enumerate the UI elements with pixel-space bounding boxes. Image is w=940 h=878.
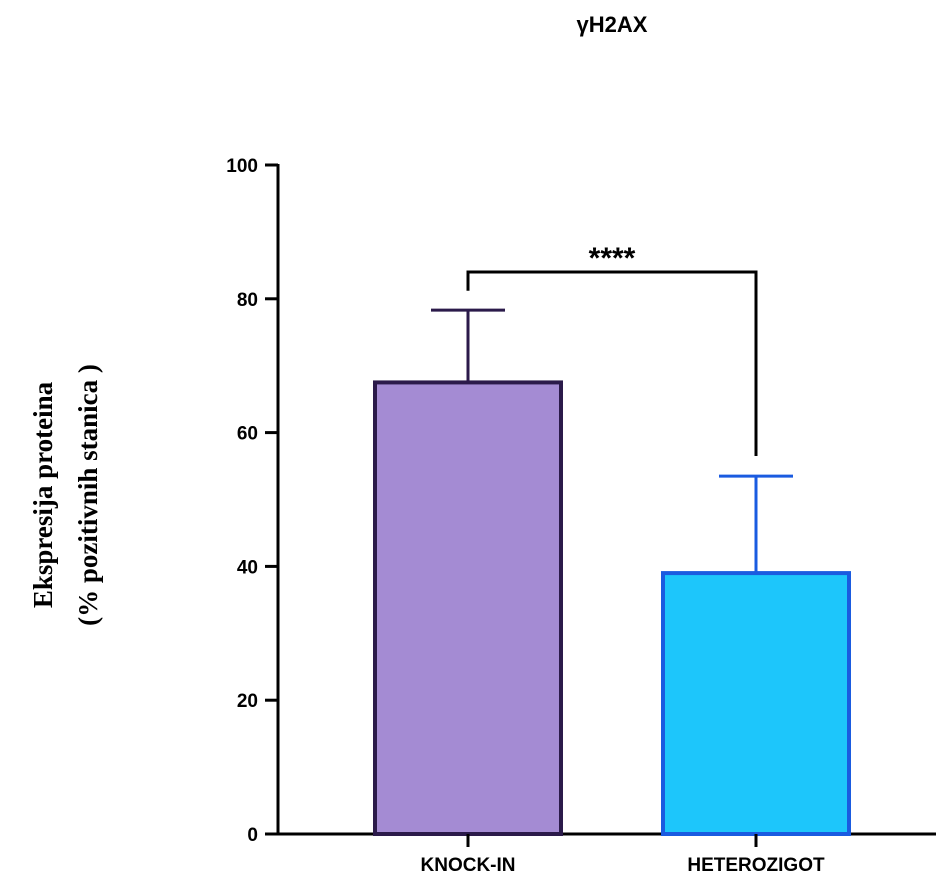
y-tick-label: 0 — [247, 825, 258, 846]
y-axis-label: Ekspresija proteina (% pozitivnih stanic… — [28, 364, 103, 626]
error-bars — [431, 308, 793, 574]
significance-bracket: **** — [466, 242, 758, 457]
y-axis-label-line-1: Ekspresija proteina — [28, 381, 58, 608]
x-tick-label: KNOCK-IN — [421, 855, 516, 876]
y-ticks: 0 20 40 60 80 100 — [226, 156, 278, 846]
bar-heterozigot — [661, 571, 851, 837]
bar-knock-in — [373, 380, 563, 836]
significance-bracket-line — [466, 270, 758, 457]
chart-title: γH2AX — [577, 12, 648, 37]
y-axis-label-line-2: (% pozitivnih stanica ) — [73, 364, 103, 626]
y-tick-label: 60 — [237, 424, 258, 445]
x-ticks: KNOCK-IN HETEROZIGOT — [421, 834, 825, 876]
y-tick-label: 40 — [237, 557, 258, 578]
y-tick-label: 20 — [237, 691, 258, 712]
x-tick-label: HETEROZIGOT — [687, 855, 825, 876]
bars — [373, 380, 851, 837]
significance-label: **** — [589, 242, 636, 275]
y-tick-label: 100 — [226, 156, 258, 177]
y-tick-label: 80 — [237, 290, 258, 311]
